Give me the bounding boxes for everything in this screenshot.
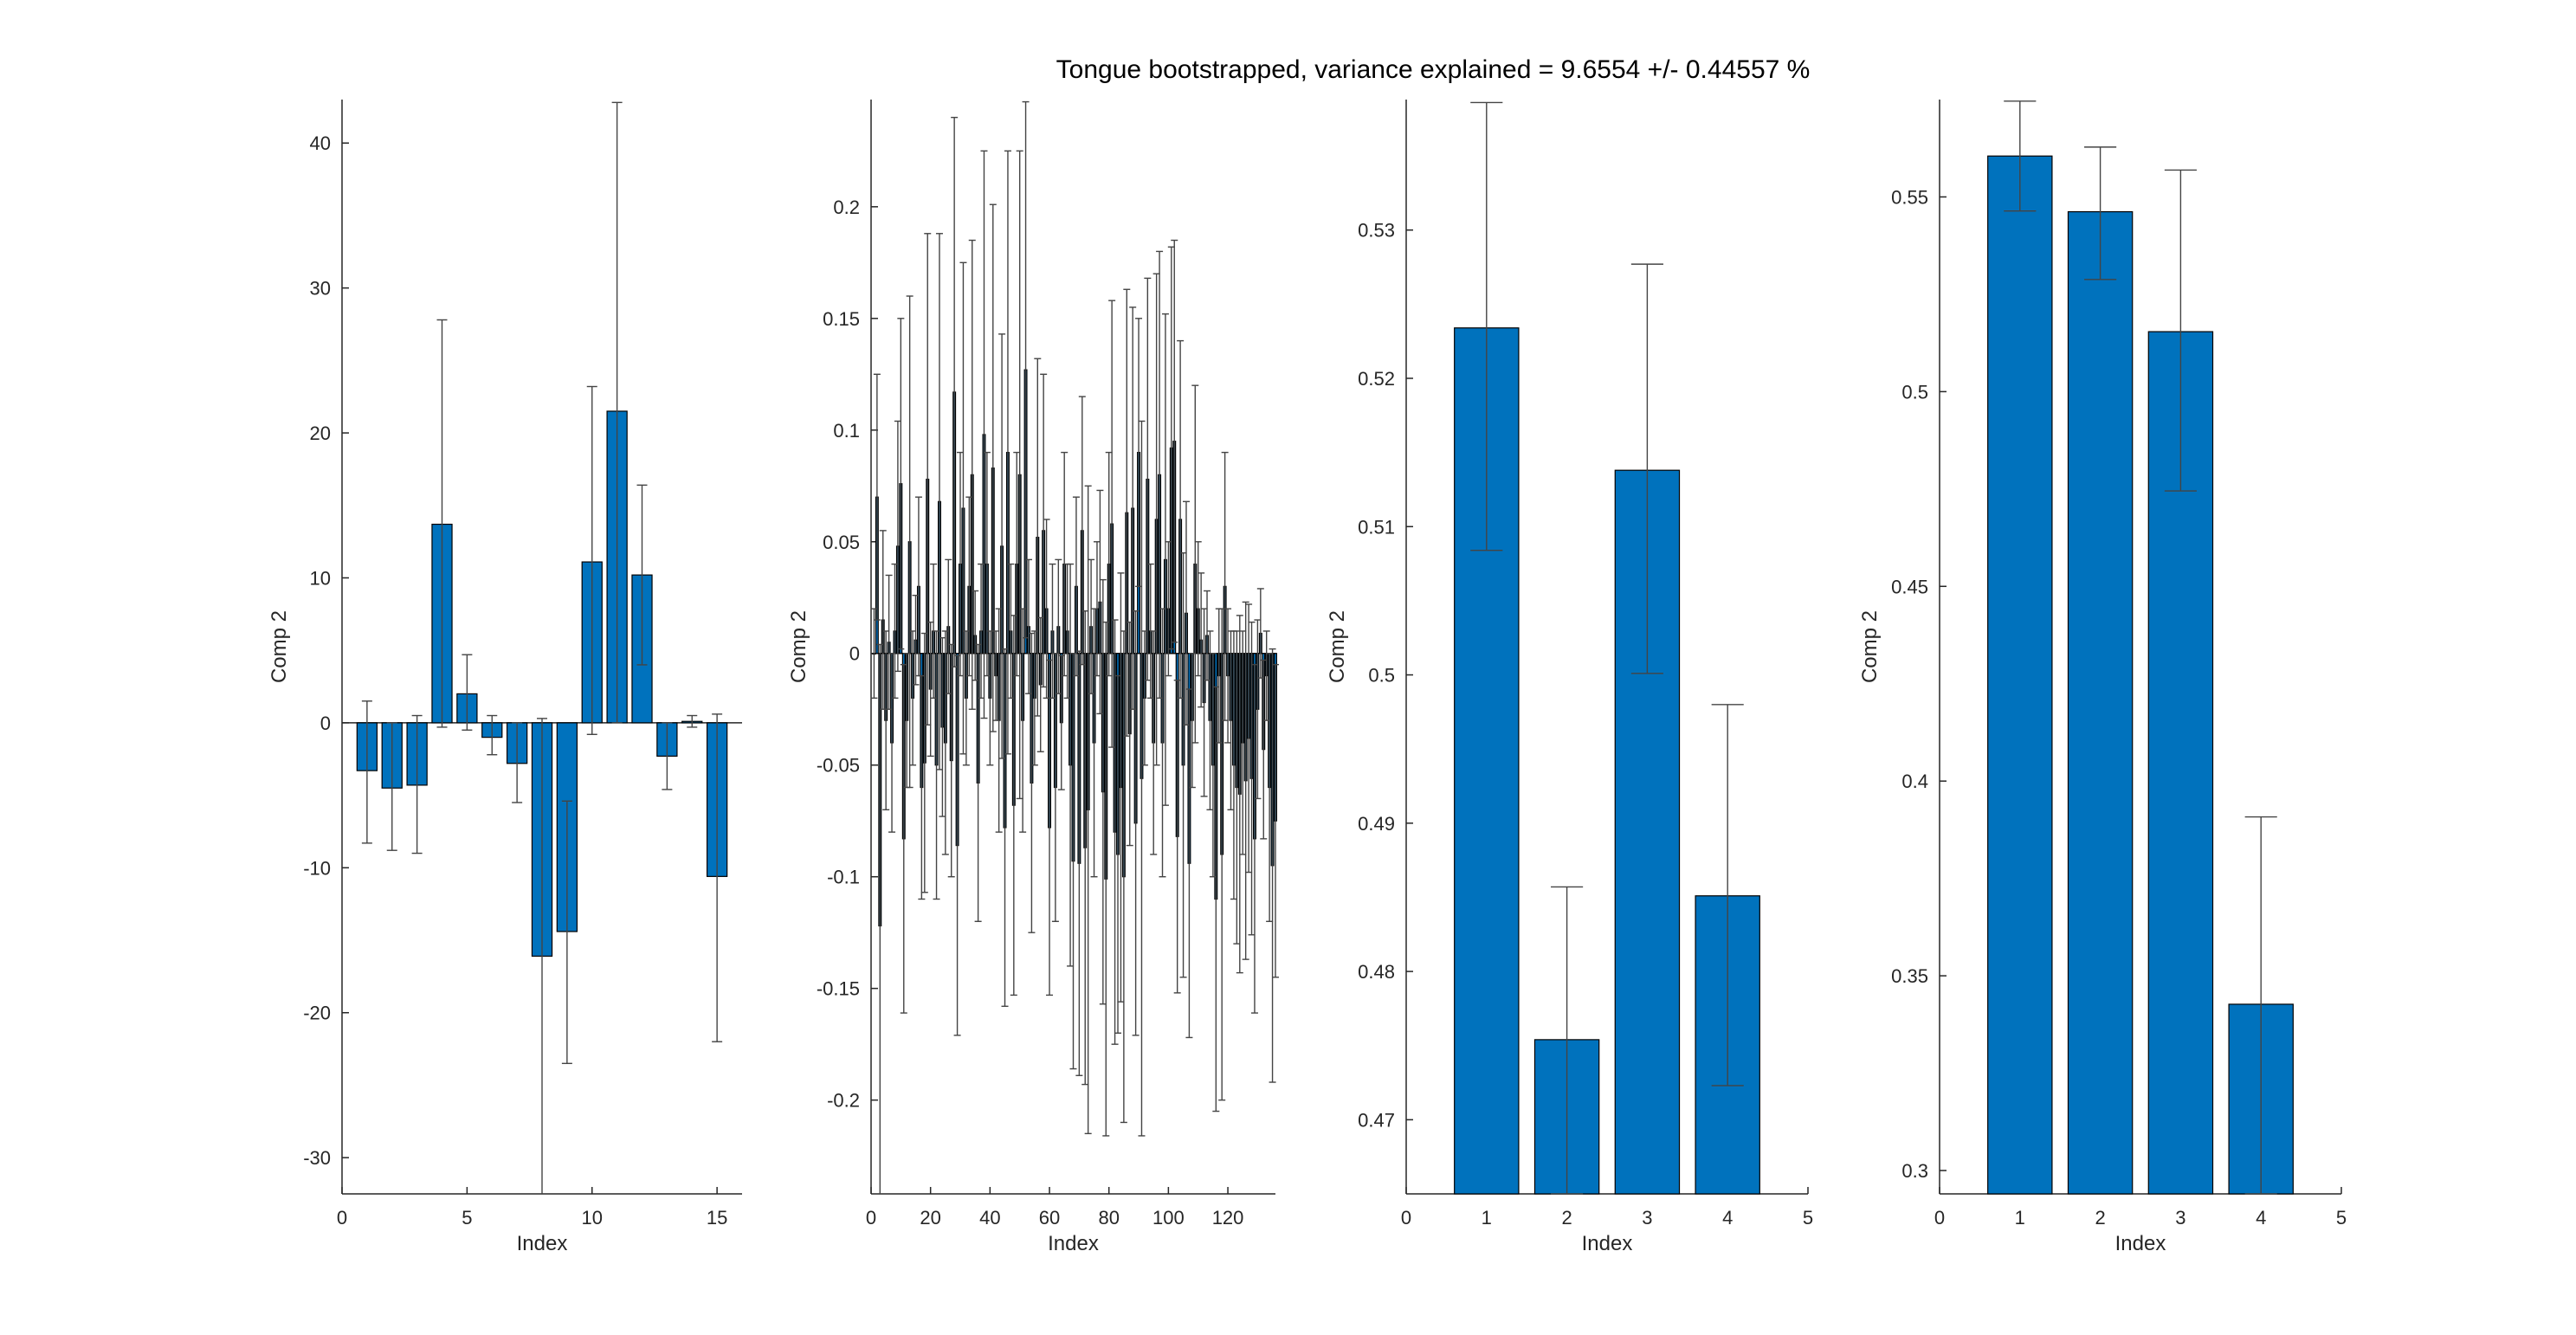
p4-y-tick-label: 0.35	[1891, 965, 1928, 987]
p4-y-tick-label: 0.45	[1891, 576, 1928, 597]
p4-y-tick-label: 0.4	[1901, 771, 1928, 792]
p1-x-axis-label: Index	[517, 1232, 568, 1255]
panel-2: -0.2 -0.15 -0.1 -0.05 0 0.05 0.1 0.15 0.2 0 20 40 60…	[787, 100, 1279, 1255]
panel-4: 0.3 0.35 0.4 0.45 0.5 0.55 0 1 2 3 4 5 Index Comp 2	[1858, 100, 2347, 1255]
p4-bar	[2067, 210, 2134, 1195]
p4-x-tick-label: 2	[2095, 1207, 2105, 1229]
p3-x-tick-label: 4	[1722, 1207, 1733, 1229]
p2-y-tick-label: 0.2	[833, 197, 860, 218]
p3-x-tick-label: 3	[1642, 1207, 1652, 1229]
p1-y-tick-label: 0	[320, 713, 331, 734]
p4-x-tick-label: 1	[2015, 1207, 2025, 1229]
p3-y-tick-label: 0.47	[1358, 1109, 1395, 1131]
p2-y-tick-label: -0.15	[817, 978, 860, 1000]
p1-y-tick-label: -20	[303, 1003, 331, 1024]
p4-x-tick-label: 5	[2336, 1207, 2347, 1229]
p4-x-tick-label: 0	[1934, 1207, 1945, 1229]
p2-y-tick-label: 0.15	[823, 308, 860, 330]
p2-x-tick-label: 120	[1212, 1207, 1244, 1229]
figure-title: Tongue bootstrapped, variance explained …	[1056, 55, 1811, 84]
p2-y-tick-label: 0.05	[823, 532, 860, 553]
p3-y-axis-label: Comp 2	[1326, 610, 1349, 683]
panel-1: -30 -20 -10 0 10 20 30 40 0 5 10 15 Index Comp 2	[268, 100, 742, 1255]
p3-y-tick-label: 0.52	[1358, 368, 1395, 390]
p1-x-tick-label: 5	[462, 1207, 472, 1229]
p2-x-tick-label: 20	[920, 1207, 940, 1229]
panel-3: 0.47 0.48 0.49 0.5 0.51 0.52 0.53 0 1 2 3 4 5 Index Co…	[1326, 100, 1813, 1255]
p1-y-tick-label: -30	[303, 1147, 331, 1169]
p1-y-tick-label: 30	[310, 278, 331, 300]
p2-x-tick-label: 60	[1039, 1207, 1060, 1229]
p2-x-axis-label: Index	[1048, 1232, 1099, 1255]
p4-y-axis-label: Comp 2	[1858, 610, 1882, 683]
p3-x-tick-label: 0	[1401, 1207, 1411, 1229]
p4-y-tick-label: 0.3	[1901, 1160, 1928, 1182]
p3-x-tick-label: 1	[1482, 1207, 1492, 1229]
p4-x-axis-label: Index	[2115, 1232, 2166, 1255]
p3-y-tick-label: 0.53	[1358, 220, 1395, 242]
p3-x-axis-label: Index	[1582, 1232, 1633, 1255]
p2-x-tick-label: 40	[979, 1207, 1000, 1229]
p3-y-tick-label: 0.51	[1358, 516, 1395, 538]
p1-y-axis-label: Comp 2	[268, 610, 291, 683]
p1-x-tick-label: 0	[337, 1207, 347, 1229]
p2-x-tick-label: 0	[866, 1207, 876, 1229]
p1-y-tick-label: -10	[303, 857, 331, 879]
p1-y-tick-label: 40	[310, 132, 331, 154]
p1-x-tick-label: 15	[707, 1207, 727, 1229]
p4-bar	[1987, 155, 2053, 1195]
p2-y-tick-label: -0.1	[827, 867, 860, 888]
p2-y-tick-label: 0	[849, 643, 860, 665]
p4-y-tick-label: 0.5	[1901, 381, 1928, 403]
p3-x-tick-label: 5	[1803, 1207, 1813, 1229]
p2-x-tick-label: 80	[1098, 1207, 1119, 1229]
p1-y-tick-label: 20	[310, 422, 331, 444]
p3-x-tick-label: 2	[1561, 1207, 1572, 1229]
p1-y-tick-label: 10	[310, 567, 331, 589]
p2-x-tick-label: 100	[1152, 1207, 1185, 1229]
p3-y-tick-label: 0.5	[1368, 665, 1395, 687]
p2-y-axis-label: Comp 2	[787, 610, 810, 683]
p4-x-tick-label: 4	[2256, 1207, 2266, 1229]
p2-y-tick-label: -0.2	[827, 1090, 860, 1112]
p3-y-tick-label: 0.48	[1358, 961, 1395, 983]
p4-x-tick-label: 3	[2175, 1207, 2185, 1229]
p4-y-tick-label: 0.55	[1891, 186, 1928, 208]
p2-y-tick-label: -0.05	[817, 755, 860, 777]
p3-y-tick-label: 0.49	[1358, 813, 1395, 835]
p1-x-tick-label: 10	[582, 1207, 603, 1229]
p2-y-tick-label: 0.1	[833, 420, 860, 442]
